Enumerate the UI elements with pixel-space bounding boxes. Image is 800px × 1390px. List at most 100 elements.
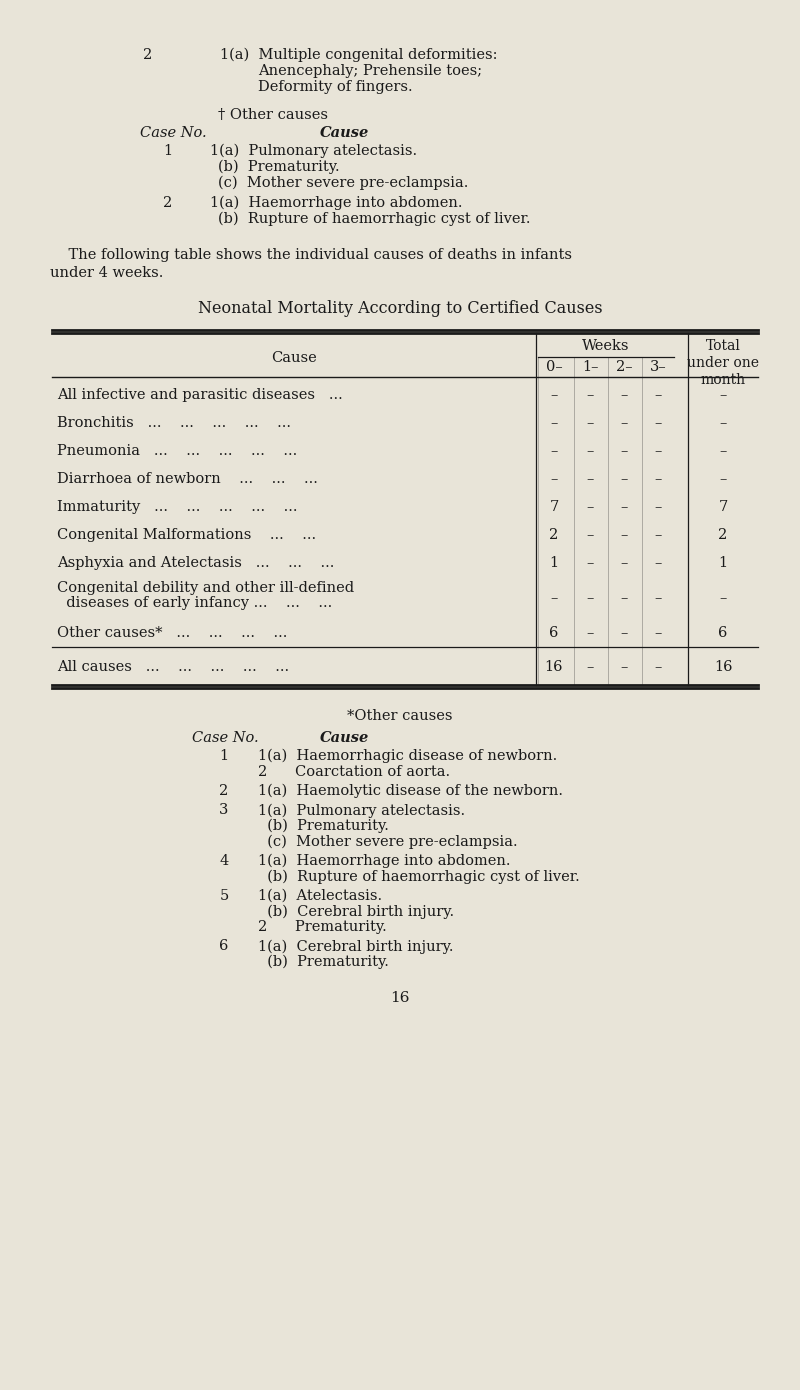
Text: –: – (620, 528, 628, 542)
Text: (c)  Mother severe pre-eclampsia.: (c) Mother severe pre-eclampsia. (258, 834, 518, 849)
Text: 1: 1 (163, 145, 173, 158)
Text: –: – (719, 591, 726, 605)
Text: *Other causes: *Other causes (347, 709, 453, 723)
Text: Congenital Malformations    ...    ...: Congenital Malformations ... ... (57, 528, 316, 542)
Text: Anencephaly; Prehensile toes;: Anencephaly; Prehensile toes; (258, 64, 482, 78)
Text: –: – (719, 443, 726, 457)
Text: –: – (654, 556, 662, 570)
Text: –: – (719, 473, 726, 486)
Text: –: – (586, 626, 594, 639)
Text: 7: 7 (718, 500, 728, 514)
Text: –: – (654, 528, 662, 542)
Text: Cause: Cause (271, 352, 317, 366)
Text: (b)  Prematurity.: (b) Prematurity. (258, 819, 389, 834)
Text: –: – (654, 473, 662, 486)
Text: 1(a)  Haemorrhage into abdomen.: 1(a) Haemorrhage into abdomen. (210, 196, 462, 210)
Text: 2–: 2– (616, 360, 632, 374)
Text: –: – (586, 591, 594, 605)
Text: 16: 16 (714, 660, 732, 674)
Text: –: – (550, 473, 558, 486)
Text: 3–: 3– (650, 360, 666, 374)
Text: –: – (620, 473, 628, 486)
Text: Cause: Cause (320, 126, 370, 140)
Text: 16: 16 (545, 660, 563, 674)
Text: 1(a)  Multiple congenital deformities:: 1(a) Multiple congenital deformities: (220, 49, 498, 63)
Text: Neonatal Mortality According to Certified Causes: Neonatal Mortality According to Certifie… (198, 300, 602, 317)
Text: 1(a)  Pulmonary atelectasis.: 1(a) Pulmonary atelectasis. (258, 803, 465, 817)
Text: 1–: 1– (582, 360, 598, 374)
Text: Weeks: Weeks (582, 339, 630, 353)
Text: Case No.: Case No. (140, 126, 206, 140)
Text: 1(a)  Haemorrhagic disease of newborn.: 1(a) Haemorrhagic disease of newborn. (258, 749, 558, 763)
Text: 2: 2 (718, 528, 728, 542)
Text: Asphyxia and Atelectasis   ...    ...    ...: Asphyxia and Atelectasis ... ... ... (57, 556, 334, 570)
Text: 6: 6 (550, 626, 558, 639)
Text: 2      Prematurity.: 2 Prematurity. (258, 920, 386, 934)
Text: –: – (654, 660, 662, 674)
Text: –: – (620, 626, 628, 639)
Text: –: – (620, 556, 628, 570)
Text: 6: 6 (219, 940, 229, 954)
Text: 0–: 0– (546, 360, 562, 374)
Text: 2: 2 (143, 49, 153, 63)
Text: 1(a)  Haemorrhage into abdomen.: 1(a) Haemorrhage into abdomen. (258, 853, 510, 869)
Text: Cause: Cause (320, 731, 370, 745)
Text: –: – (719, 388, 726, 402)
Text: 7: 7 (550, 500, 558, 514)
Text: –: – (586, 556, 594, 570)
Text: 1: 1 (550, 556, 558, 570)
Text: 1: 1 (718, 556, 727, 570)
Text: All infective and parasitic diseases   ...: All infective and parasitic diseases ... (57, 388, 342, 402)
Text: –: – (586, 528, 594, 542)
Text: (b)  Prematurity.: (b) Prematurity. (258, 955, 389, 969)
Text: –: – (620, 416, 628, 430)
Text: –: – (654, 388, 662, 402)
Text: –: – (620, 591, 628, 605)
Text: 16: 16 (390, 991, 410, 1005)
Text: –: – (586, 416, 594, 430)
Text: –: – (719, 416, 726, 430)
Text: Case No.: Case No. (192, 731, 258, 745)
Text: 1(a)  Atelectasis.: 1(a) Atelectasis. (258, 890, 382, 904)
Text: Immaturity   ...    ...    ...    ...    ...: Immaturity ... ... ... ... ... (57, 500, 298, 514)
Text: † Other causes: † Other causes (218, 108, 328, 122)
Text: 2: 2 (550, 528, 558, 542)
Text: –: – (550, 443, 558, 457)
Text: Bronchitis   ...    ...    ...    ...    ...: Bronchitis ... ... ... ... ... (57, 416, 291, 430)
Text: –: – (654, 443, 662, 457)
Text: (c)  Mother severe pre-eclampsia.: (c) Mother severe pre-eclampsia. (218, 177, 468, 190)
Text: –: – (586, 473, 594, 486)
Text: –: – (550, 388, 558, 402)
Text: 6: 6 (718, 626, 728, 639)
Text: 4: 4 (219, 853, 229, 867)
Text: All causes   ...    ...    ...    ...    ...: All causes ... ... ... ... ... (57, 660, 289, 674)
Text: –: – (620, 388, 628, 402)
Text: –: – (620, 500, 628, 514)
Text: 2: 2 (163, 196, 173, 210)
Text: 1(a)  Haemolytic disease of the newborn.: 1(a) Haemolytic disease of the newborn. (258, 784, 563, 798)
Text: (b)  Prematurity.: (b) Prematurity. (218, 160, 340, 174)
Text: (b)  Rupture of haemorrhagic cyst of liver.: (b) Rupture of haemorrhagic cyst of live… (218, 213, 530, 227)
Text: –: – (550, 591, 558, 605)
Text: –: – (654, 591, 662, 605)
Text: (b)  Rupture of haemorrhagic cyst of liver.: (b) Rupture of haemorrhagic cyst of live… (258, 870, 580, 884)
Text: Diarrhoea of newborn    ...    ...    ...: Diarrhoea of newborn ... ... ... (57, 473, 318, 486)
Text: 3: 3 (219, 803, 229, 817)
Text: –: – (586, 388, 594, 402)
Text: 2: 2 (219, 784, 229, 798)
Text: –: – (586, 500, 594, 514)
Text: –: – (654, 416, 662, 430)
Text: (b)  Cerebral birth injury.: (b) Cerebral birth injury. (258, 905, 454, 919)
Text: Pneumonia   ...    ...    ...    ...    ...: Pneumonia ... ... ... ... ... (57, 443, 298, 457)
Text: –: – (586, 443, 594, 457)
Text: 1: 1 (219, 749, 229, 763)
Text: diseases of early infancy ...    ...    ...: diseases of early infancy ... ... ... (57, 596, 332, 610)
Text: Other causes*   ...    ...    ...    ...: Other causes* ... ... ... ... (57, 626, 287, 639)
Text: –: – (654, 626, 662, 639)
Text: –: – (586, 660, 594, 674)
Text: Total
under one
month: Total under one month (687, 339, 759, 386)
Text: 5: 5 (219, 890, 229, 904)
Text: 1(a)  Cerebral birth injury.: 1(a) Cerebral birth injury. (258, 940, 454, 954)
Text: –: – (654, 500, 662, 514)
Text: under 4 weeks.: under 4 weeks. (50, 265, 163, 279)
